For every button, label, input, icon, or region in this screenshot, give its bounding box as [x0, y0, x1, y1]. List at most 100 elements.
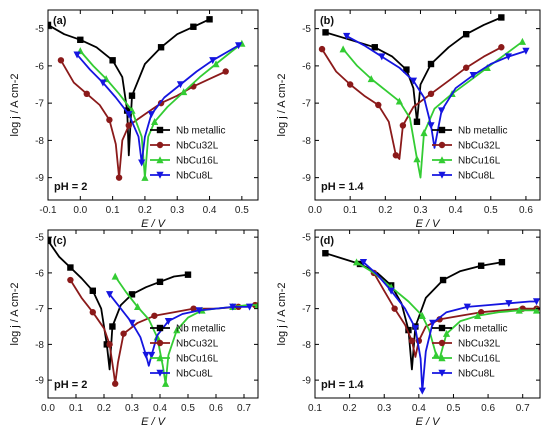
x-tick-label: 0.1 — [69, 403, 83, 414]
data-point — [339, 45, 347, 53]
data-point — [134, 303, 142, 311]
legend-item: NbCu16L — [432, 354, 501, 365]
data-point — [48, 21, 52, 29]
y-tick-label: -9 — [302, 173, 311, 184]
data-point — [462, 64, 470, 71]
legend-label: NbCu16L — [176, 354, 219, 365]
data-point — [128, 92, 136, 99]
data-point — [318, 45, 326, 53]
data-point — [212, 60, 220, 68]
plot-area — [322, 250, 540, 395]
legend-label: Nb metallic — [458, 126, 507, 137]
legend-label: NbCu8L — [176, 369, 213, 380]
data-point — [395, 97, 403, 105]
data-point — [147, 111, 155, 119]
y-tick-label: -5 — [35, 24, 44, 35]
plot-frame — [47, 229, 259, 399]
x-tick-label: 0.3 — [377, 403, 391, 414]
data-point — [403, 66, 410, 73]
y-tick-label: -7 — [302, 304, 311, 315]
data-point — [190, 23, 197, 30]
series-line — [373, 272, 537, 358]
legend-marker — [438, 126, 446, 134]
data-point — [89, 287, 96, 294]
x-tick-label: 0.1 — [106, 205, 120, 216]
x-tick-label: 0.7 — [237, 403, 251, 414]
legend-label: NbCu16L — [458, 156, 501, 167]
legend-marker — [156, 171, 164, 179]
x-tick-label: 0.4 — [203, 205, 217, 216]
y-tick-label: -5 — [302, 233, 311, 244]
data-point — [246, 303, 254, 311]
series-line — [321, 46, 502, 160]
x-tick-label: 0.7 — [516, 403, 530, 414]
legend-label: NbCu8L — [458, 369, 495, 380]
legend-label: Nb metallic — [176, 324, 225, 335]
legend-item: NbCu16L — [150, 156, 219, 167]
y-tick-label: -7 — [302, 99, 311, 110]
data-point — [48, 237, 52, 244]
x-tick-label: 0.3 — [170, 205, 184, 216]
data-point — [442, 329, 451, 337]
x-axis-label: E / V — [141, 416, 167, 428]
data-point — [375, 101, 382, 109]
data-point — [432, 351, 440, 359]
legend-marker — [156, 141, 164, 149]
data-point — [57, 57, 65, 64]
panel-2: 0.0 0.1 0.2 0.3 0.4 0.5 0.6 -5 -6 -7 -8 -9 E / V log … — [276, 9, 541, 230]
data-point — [67, 264, 74, 271]
legend-label: Nb metallic — [176, 126, 225, 137]
data-point — [142, 351, 150, 359]
legend-marker — [438, 369, 446, 377]
data-point — [157, 44, 165, 51]
data-point — [427, 122, 435, 130]
data-point — [343, 32, 351, 40]
data-point — [184, 271, 192, 278]
y-tick-label: -5 — [35, 233, 44, 244]
data-point — [413, 118, 421, 125]
data-point — [156, 278, 164, 286]
y-tick-label: -8 — [35, 340, 44, 351]
data-point — [123, 107, 131, 114]
legend-marker — [156, 126, 164, 134]
data-point — [429, 319, 437, 327]
x-tick-label: -0.1 — [39, 205, 57, 216]
legend: Nb metallic NbCu32L NbCu16L NbCu8L — [432, 324, 507, 380]
y-tick-label: -8 — [302, 340, 311, 351]
data-point — [399, 122, 407, 129]
plot-frame — [314, 9, 541, 201]
data-point — [515, 306, 523, 314]
data-point — [352, 258, 361, 266]
legend-item: NbCu32L — [150, 141, 219, 152]
legend-marker — [156, 339, 164, 347]
x-axis-label: E / V — [141, 218, 167, 230]
panel-4: 0.1 0.2 0.3 0.4 0.5 0.6 0.7 -5 -6 -7 -8 -9 E / V log … — [276, 229, 541, 428]
data-point — [346, 81, 354, 88]
data-point — [408, 337, 416, 345]
data-point — [405, 326, 412, 334]
legend-label: NbCu16L — [458, 354, 501, 365]
data-point — [151, 312, 158, 319]
x-tick-label: 0.5 — [447, 403, 461, 414]
data-point — [254, 301, 258, 309]
x-tick-label: 0.2 — [378, 205, 392, 216]
data-point — [367, 75, 375, 83]
x-tick-label: 0.6 — [519, 205, 533, 216]
legend-marker — [438, 156, 446, 164]
legend-item: NbCu32L — [150, 339, 219, 350]
data-point — [498, 44, 505, 51]
data-point — [73, 51, 81, 59]
data-point — [532, 306, 540, 314]
data-point — [99, 79, 107, 87]
series-line — [356, 261, 537, 360]
legend-item: NbCu32L — [432, 339, 501, 350]
series-4 — [73, 42, 243, 167]
data-point — [83, 90, 90, 98]
data-point — [477, 262, 485, 269]
data-point — [322, 29, 329, 36]
plot-area — [48, 237, 258, 387]
series-1 — [48, 237, 192, 371]
y-tick-label: -7 — [35, 99, 44, 110]
data-point — [437, 107, 446, 115]
data-point — [427, 90, 435, 98]
